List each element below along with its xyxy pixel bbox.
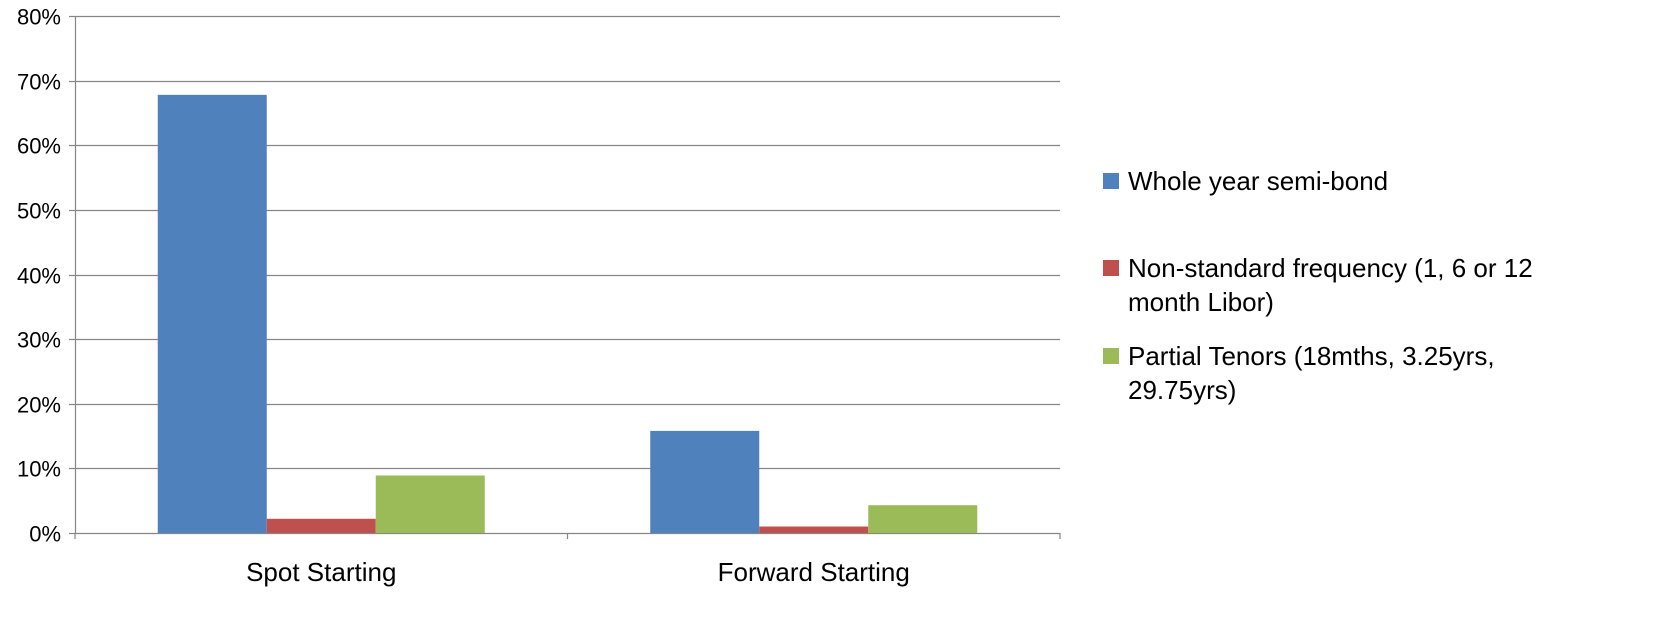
legend-swatch [1103, 260, 1119, 276]
y-tick-label: 0% [29, 522, 61, 547]
y-tick-label: 70% [17, 70, 61, 95]
bar-spot-starting-series-2 [266, 518, 376, 533]
bar-forward-starting-series-1 [650, 430, 760, 533]
y-tick-label: 80% [17, 5, 61, 30]
x-category-label: Forward Starting [718, 557, 910, 587]
bar-forward-starting-series-2 [759, 526, 869, 533]
legend: Whole year semi-bond Non-standard frequen… [1103, 166, 1533, 405]
bars [157, 94, 978, 533]
y-axis-ticks: 0% 10% 20% 30% 40% 50% 60% 70% 80% [17, 5, 75, 547]
bar-forward-starting-series-3 [868, 505, 978, 533]
legend-swatch [1103, 348, 1119, 364]
bar-spot-starting-series-3 [375, 475, 485, 533]
y-tick-label: 60% [17, 134, 61, 159]
legend-label: Whole year semi-bond [1128, 166, 1388, 196]
legend-label: Non-standard frequency (1, 6 or 12 [1128, 253, 1533, 283]
legend-label: month Libor) [1128, 287, 1274, 317]
y-tick-label: 30% [17, 328, 61, 353]
legend-label: 29.75yrs) [1128, 375, 1236, 405]
y-tick-label: 50% [17, 199, 61, 224]
x-category-label: Spot Starting [246, 557, 396, 587]
legend-swatch [1103, 173, 1119, 189]
y-tick-label: 10% [17, 457, 61, 482]
y-tick-label: 20% [17, 393, 61, 418]
bar-spot-starting-series-1 [157, 94, 267, 533]
legend-label: Partial Tenors (18mths, 3.25yrs, [1128, 341, 1495, 371]
x-axis: Spot Starting Forward Starting [74, 16, 1061, 587]
y-tick-label: 40% [17, 264, 61, 289]
